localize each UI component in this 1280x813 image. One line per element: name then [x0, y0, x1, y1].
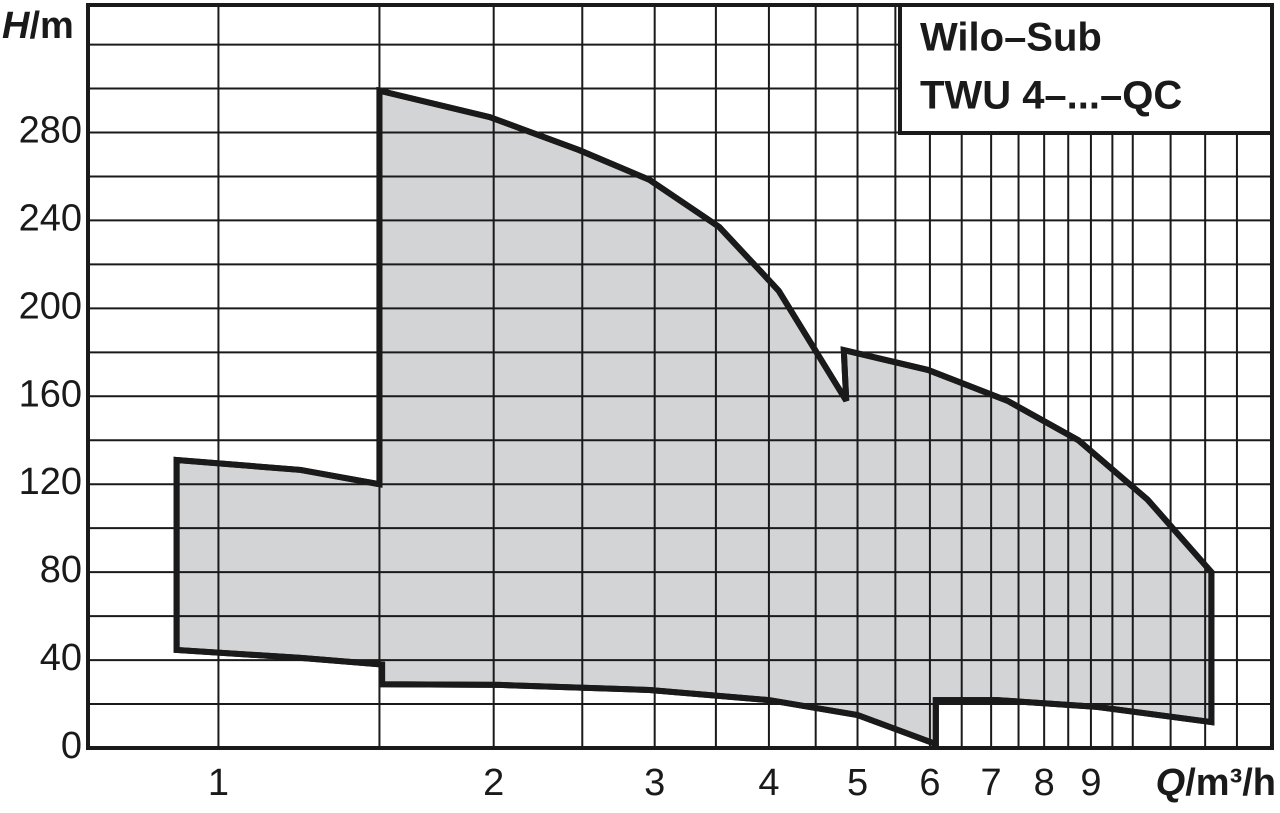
x-tick-label: 5 [847, 762, 868, 804]
x-unit: /m³/h [1185, 762, 1276, 804]
y-tick-label: 160 [19, 373, 82, 415]
title-box: Wilo–Sub TWU 4–...–QC [898, 3, 1274, 135]
y-tick-label: 240 [19, 197, 82, 239]
y-tick-label: 200 [19, 285, 82, 327]
x-tick-label: 8 [1034, 762, 1055, 804]
x-tick-label: 6 [919, 762, 940, 804]
x-tick-label: 4 [758, 762, 779, 804]
x-symbol: Q [1156, 762, 1186, 804]
range-outline [173, 86, 1215, 749]
y-tick-label: 0 [61, 725, 82, 767]
x-tick-label: 7 [981, 762, 1002, 804]
y-tick-label: 80 [40, 549, 82, 591]
chart-title: TWU 4–...–QC [920, 74, 1182, 118]
title-frame [898, 3, 1274, 135]
y-tick-label: 280 [19, 110, 82, 152]
y-tick-label: 40 [40, 637, 82, 679]
x-tick-label: 9 [1080, 762, 1101, 804]
x-tick-label: 1 [208, 762, 229, 804]
x-tick-label: 3 [644, 762, 665, 804]
chart-title: Wilo–Sub [920, 16, 1102, 60]
x-axis-title: Q/m³/h [1156, 762, 1276, 804]
range-area [173, 86, 1215, 749]
x-tick-label: 2 [483, 762, 504, 804]
plot-frame [86, 3, 1274, 750]
y-axis-title: H/m [2, 5, 74, 47]
y-tick-label: 120 [19, 461, 82, 503]
y-symbol: H [2, 5, 31, 47]
y-unit: /m [29, 5, 73, 47]
